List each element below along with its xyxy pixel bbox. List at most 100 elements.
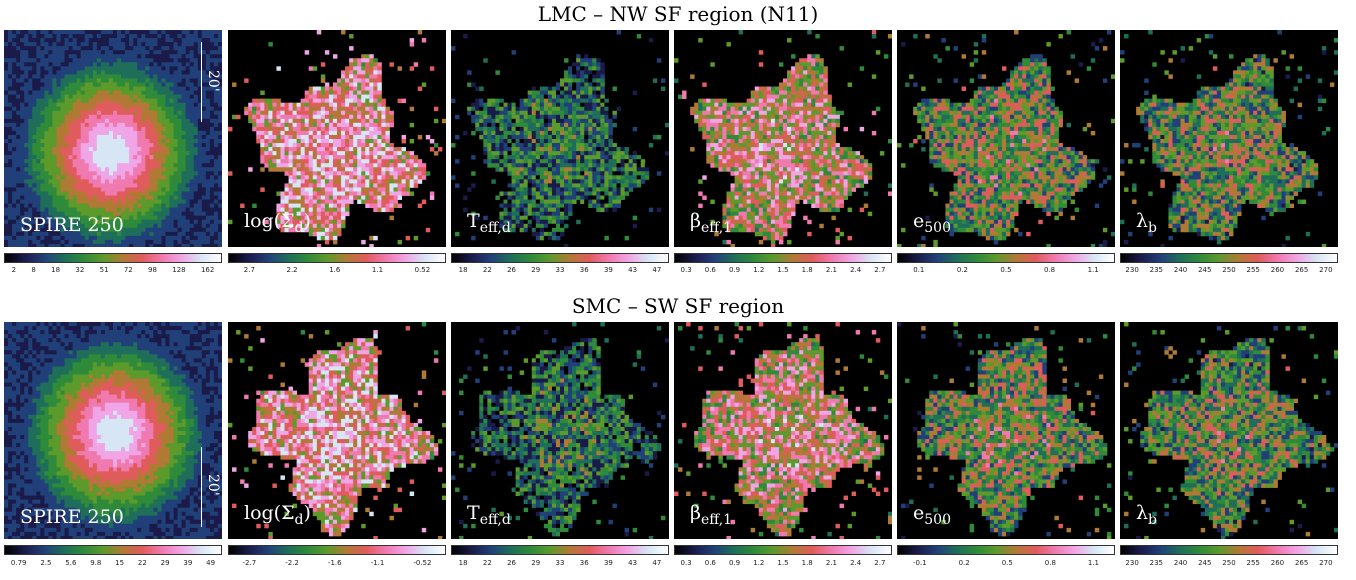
map-image (674, 322, 892, 539)
scale-label: 20' (205, 70, 221, 92)
colorbar-tick-label: 72 (123, 266, 133, 274)
colorbar-tick-label: 43 (628, 266, 638, 274)
colorbar-logsigma (228, 545, 446, 555)
colorbar-tick-label: 0.8 (1044, 266, 1056, 274)
colorbar-tick-label: 245 (1198, 559, 1212, 567)
colorbar-tick-label: 0.3 (680, 266, 692, 274)
colorbar-tick-label: 47 (652, 559, 662, 567)
colorbar-tick-label: 255 (1246, 266, 1260, 274)
map-panel-e500: e500 (897, 30, 1115, 247)
colorbar-tick-labels: -0.1 0.2 0.5 0.8 1.1 (897, 559, 1115, 569)
colorbar-e500 (897, 545, 1115, 555)
colorbar-tick-labels: 0.3 0.6 0.9 1.2 1.5 1.8 2.1 2.4 2.7 (674, 266, 892, 276)
colorbar-tick-label: 235 (1149, 266, 1164, 274)
colorbar-tick-labels: 2.7 2.2 1.6 1.1 0.52 (228, 266, 446, 276)
colorbar-tick-labels: 0.79 2.5 5.6 9.8 15 22 29 39 49 (4, 559, 222, 569)
colorbar-tick-label: 255 (1246, 559, 1260, 567)
colorbar-tick-labels: 230 235 240 245 250 255 260 265 270 (1120, 559, 1338, 569)
colorbar-tick-label: 1.1 (1087, 559, 1100, 567)
map-panel-teff: Teff,d (451, 322, 669, 539)
colorbar-tick-label: 22 (482, 266, 492, 274)
colorbar-tick-label: 2.4 (850, 266, 862, 274)
colorbar-tick-label: 2.7 (243, 266, 255, 274)
panel-label: βeff,1 (690, 210, 733, 236)
colorbar-tick-label: 0.9 (728, 559, 741, 567)
colorbar-tick-labels: 18 22 26 29 33 36 39 43 47 (451, 559, 669, 569)
colorbar-tick-label: 0.5 (1001, 559, 1013, 567)
map-image (674, 30, 892, 247)
colorbar-tick-label: 162 (200, 266, 215, 274)
colorbar-tick-label: 18 (458, 266, 468, 274)
panel-label: λb (1136, 502, 1158, 528)
colorbar-tick-label: 9.8 (90, 559, 102, 567)
colorbar-tick-label: 0.2 (958, 559, 970, 567)
colorbar-tick-label: 33 (555, 266, 565, 274)
colorbar-tick-label: 240 (1173, 266, 1188, 274)
colorbar-lambda (1120, 253, 1338, 263)
colorbar-tick-label: -1.6 (327, 559, 342, 567)
panel-label: SPIRE 250 (20, 214, 124, 236)
map-panel-logsigma: log(Σd) (228, 30, 446, 247)
colorbar-tick-label: 0.52 (414, 266, 431, 274)
map-image (897, 30, 1115, 247)
map-image (228, 322, 446, 539)
colorbar-tick-label: 43 (628, 559, 638, 567)
colorbar-tick-label: 245 (1198, 266, 1212, 274)
colorbar-tick-label: 2.4 (850, 559, 862, 567)
colorbar-beta (674, 253, 892, 263)
scale-bar (201, 447, 202, 527)
colorbar-tick-label: 2.2 (286, 266, 298, 274)
map-image (4, 322, 222, 539)
map-panel-teff: Teff,d (451, 30, 669, 247)
colorbar-tick-label: 51 (99, 266, 109, 274)
colorbar-tick-label: 1.1 (371, 266, 384, 274)
colorbar-tick-label: 0.5 (1000, 266, 1012, 274)
map-panel-beta: βeff,1 (674, 322, 892, 539)
colorbar-tick-label: 29 (531, 266, 541, 274)
colorbar-tick-label: 0.2 (956, 266, 968, 274)
row-title-smc: SMC – SW SF region (571, 294, 785, 318)
map-panel-spire: SPIRE 250 20' (4, 30, 222, 247)
map-image (1124, 322, 1338, 539)
colorbar-tick-label: 235 (1149, 559, 1164, 567)
colorbar-tick-label: -0.1 (912, 559, 927, 567)
scale-bar (201, 42, 202, 122)
map-image (1120, 30, 1338, 247)
colorbar-tick-label: 29 (531, 559, 541, 567)
colorbar-tick-label: 36 (579, 559, 589, 567)
colorbar-tick-label: 0.3 (680, 559, 692, 567)
colorbar-tick-label: 33 (555, 559, 565, 567)
colorbar-tick-label: 260 (1270, 266, 1285, 274)
colorbar-tick-label: 36 (579, 266, 589, 274)
map-panel-lambda: λb (1120, 322, 1338, 539)
colorbar-tick-label: 18 (51, 266, 61, 274)
panel-label: log(Σd) (244, 502, 311, 528)
colorbar-tick-label: 49 (206, 559, 216, 567)
colorbar-tick-labels: 0.3 0.6 0.9 1.2 1.5 1.8 2.1 2.4 2.7 (674, 559, 892, 569)
map-panel-spire: SPIRE 250 20' (4, 322, 222, 539)
colorbar-tick-label: 15 (115, 559, 125, 567)
map-panel-lambda: λb (1120, 30, 1338, 247)
colorbar-tick-label: 1.8 (801, 559, 813, 567)
colorbar-tick-label: 47 (652, 266, 662, 274)
colorbar-beta (674, 545, 892, 555)
colorbar-tick-label: 1.2 (753, 559, 765, 567)
colorbar-lambda (1120, 545, 1338, 555)
map-image (228, 30, 446, 247)
panel-label: Teff,d (467, 210, 511, 236)
panel-label: Teff,d (467, 502, 511, 528)
colorbar-tick-label: 2.5 (40, 559, 52, 567)
colorbar-tick-label: 270 (1319, 266, 1333, 274)
colorbar-tick-label: 98 (148, 266, 157, 274)
map-image (897, 322, 1112, 539)
colorbar-spire (4, 545, 222, 555)
colorbar-tick-label: 0.1 (913, 266, 925, 274)
colorbar-tick-label: 0.6 (704, 266, 716, 274)
colorbar-tick-label: 0.6 (704, 559, 716, 567)
map-panel-logsigma: log(Σd) (228, 322, 446, 539)
colorbar-tick-label: 29 (160, 559, 170, 567)
colorbar-tick-label: -0.52 (413, 559, 432, 567)
panel-label: e500 (913, 502, 951, 528)
colorbar-tick-label: 0.79 (10, 559, 27, 567)
colorbar-tick-label: 265 (1294, 559, 1309, 567)
